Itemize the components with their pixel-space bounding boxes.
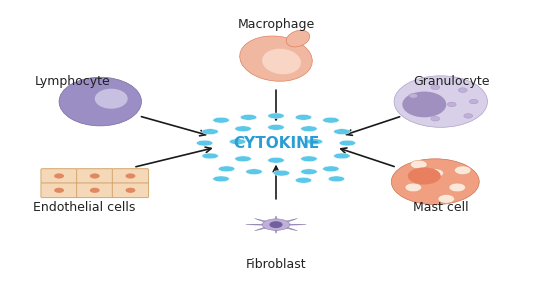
FancyBboxPatch shape	[77, 183, 113, 198]
Ellipse shape	[268, 125, 284, 130]
Circle shape	[438, 194, 454, 203]
Ellipse shape	[323, 166, 339, 172]
Ellipse shape	[328, 176, 344, 182]
Polygon shape	[279, 218, 298, 224]
Ellipse shape	[202, 129, 219, 134]
Text: Endothelial cells: Endothelial cells	[33, 201, 135, 214]
Text: Macrophage: Macrophage	[237, 18, 315, 31]
Ellipse shape	[197, 140, 213, 146]
Circle shape	[449, 183, 465, 192]
Ellipse shape	[240, 114, 257, 120]
FancyBboxPatch shape	[112, 183, 148, 198]
Ellipse shape	[306, 139, 323, 144]
Ellipse shape	[286, 30, 310, 47]
FancyBboxPatch shape	[41, 169, 77, 183]
Ellipse shape	[202, 153, 219, 159]
Circle shape	[54, 188, 64, 193]
Text: Lymphocyte: Lymphocyte	[35, 75, 110, 88]
Ellipse shape	[219, 166, 235, 172]
Circle shape	[90, 173, 100, 179]
Circle shape	[431, 85, 440, 90]
Polygon shape	[273, 226, 279, 233]
FancyBboxPatch shape	[112, 169, 148, 183]
Polygon shape	[246, 224, 270, 225]
Polygon shape	[282, 224, 306, 225]
Ellipse shape	[268, 158, 284, 163]
Ellipse shape	[235, 156, 251, 162]
Polygon shape	[254, 225, 273, 231]
Ellipse shape	[95, 89, 128, 109]
Circle shape	[447, 102, 456, 107]
Ellipse shape	[295, 177, 312, 183]
Ellipse shape	[273, 170, 290, 176]
Circle shape	[125, 173, 135, 179]
Ellipse shape	[402, 92, 446, 117]
Circle shape	[90, 188, 100, 193]
Circle shape	[409, 94, 418, 98]
Ellipse shape	[262, 49, 301, 74]
Ellipse shape	[268, 113, 284, 119]
Ellipse shape	[394, 76, 487, 127]
Circle shape	[54, 173, 64, 179]
Ellipse shape	[391, 159, 479, 205]
Polygon shape	[273, 216, 279, 223]
Text: Granulocyte: Granulocyte	[413, 75, 490, 88]
Circle shape	[405, 183, 422, 192]
Ellipse shape	[301, 126, 317, 131]
Circle shape	[464, 114, 473, 118]
Ellipse shape	[213, 117, 229, 123]
Ellipse shape	[240, 36, 312, 81]
Circle shape	[431, 116, 440, 121]
Ellipse shape	[235, 126, 251, 131]
Ellipse shape	[323, 117, 339, 123]
Ellipse shape	[301, 169, 317, 175]
Circle shape	[269, 221, 283, 228]
Polygon shape	[254, 218, 273, 224]
Ellipse shape	[295, 114, 312, 120]
Circle shape	[411, 160, 427, 169]
Circle shape	[125, 188, 135, 193]
Ellipse shape	[333, 153, 350, 159]
Ellipse shape	[301, 156, 317, 162]
Circle shape	[469, 99, 478, 104]
Text: Mast cell: Mast cell	[413, 201, 469, 214]
Ellipse shape	[333, 129, 350, 134]
Ellipse shape	[213, 176, 229, 182]
Ellipse shape	[229, 139, 246, 144]
Text: CYTOKINE: CYTOKINE	[233, 136, 319, 151]
Circle shape	[454, 166, 471, 175]
Text: Fibroblast: Fibroblast	[246, 258, 306, 271]
Ellipse shape	[339, 140, 355, 146]
Ellipse shape	[246, 169, 262, 175]
Circle shape	[458, 88, 467, 92]
Ellipse shape	[262, 219, 290, 230]
FancyBboxPatch shape	[77, 169, 113, 183]
Circle shape	[427, 169, 443, 177]
FancyBboxPatch shape	[41, 183, 77, 198]
Ellipse shape	[408, 167, 440, 185]
Ellipse shape	[59, 77, 141, 126]
Polygon shape	[279, 225, 298, 231]
